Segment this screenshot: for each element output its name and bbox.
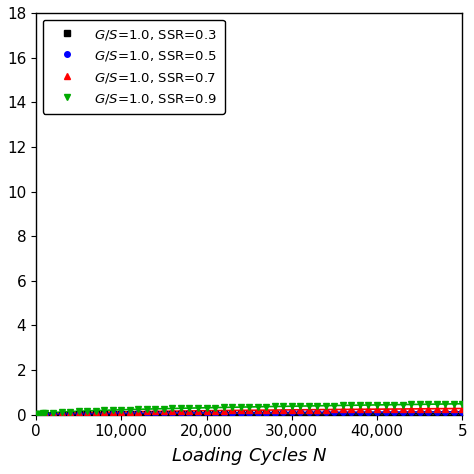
Line: $G/S$=1.0, SSR=0.3: $G/S$=1.0, SSR=0.3 <box>33 411 465 418</box>
$G/S$=1.0, SSR=0.3 <box>34 412 39 418</box>
$G/S$=1.0, SSR=0.7 <box>281 407 286 413</box>
$G/S$=1.0, SSR=0.5 <box>34 412 39 418</box>
$G/S$=1.0, SSR=0.3 <box>459 411 465 417</box>
$G/S$=1.0, SSR=0.9 <box>161 406 167 411</box>
$G/S$=1.0, SSR=0.9 <box>255 404 261 410</box>
$G/S$=1.0, SSR=0.7 <box>33 412 39 418</box>
$G/S$=1.0, SSR=0.5 <box>281 410 286 415</box>
$G/S$=1.0, SSR=0.3 <box>298 411 303 417</box>
$G/S$=1.0, SSR=0.5 <box>298 410 303 415</box>
$G/S$=1.0, SSR=0.3 <box>281 411 286 417</box>
X-axis label: Loading Cycles $N$: Loading Cycles $N$ <box>171 445 328 467</box>
$G/S$=1.0, SSR=0.9 <box>33 412 39 418</box>
$G/S$=1.0, SSR=0.9 <box>281 403 286 409</box>
$G/S$=1.0, SSR=0.3 <box>33 412 39 418</box>
$G/S$=1.0, SSR=0.3 <box>161 411 167 417</box>
Line: $G/S$=1.0, SSR=0.7: $G/S$=1.0, SSR=0.7 <box>33 406 465 418</box>
$G/S$=1.0, SSR=0.7 <box>34 412 39 418</box>
$G/S$=1.0, SSR=0.9 <box>298 403 303 409</box>
$G/S$=1.0, SSR=0.7 <box>348 407 354 412</box>
Legend: $G/S$=1.0, SSR=0.3, $G/S$=1.0, SSR=0.5, $G/S$=1.0, SSR=0.7, $G/S$=1.0, SSR=0.9: $G/S$=1.0, SSR=0.3, $G/S$=1.0, SSR=0.5, … <box>43 19 225 114</box>
$G/S$=1.0, SSR=0.5 <box>459 409 465 415</box>
Line: $G/S$=1.0, SSR=0.9: $G/S$=1.0, SSR=0.9 <box>33 401 465 418</box>
Line: $G/S$=1.0, SSR=0.5: $G/S$=1.0, SSR=0.5 <box>33 409 465 418</box>
$G/S$=1.0, SSR=0.7 <box>298 407 303 413</box>
$G/S$=1.0, SSR=0.5 <box>348 410 354 415</box>
$G/S$=1.0, SSR=0.5 <box>255 410 261 415</box>
$G/S$=1.0, SSR=0.5 <box>161 410 167 416</box>
$G/S$=1.0, SSR=0.9 <box>459 401 465 407</box>
$G/S$=1.0, SSR=0.9 <box>348 402 354 408</box>
$G/S$=1.0, SSR=0.3 <box>348 411 354 417</box>
$G/S$=1.0, SSR=0.7 <box>161 409 167 414</box>
$G/S$=1.0, SSR=0.7 <box>459 406 465 411</box>
$G/S$=1.0, SSR=0.5 <box>33 412 39 418</box>
$G/S$=1.0, SSR=0.9 <box>34 411 39 417</box>
$G/S$=1.0, SSR=0.7 <box>255 407 261 413</box>
$G/S$=1.0, SSR=0.3 <box>255 411 261 417</box>
